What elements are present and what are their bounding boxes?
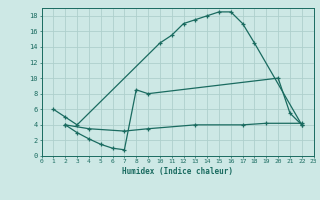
- X-axis label: Humidex (Indice chaleur): Humidex (Indice chaleur): [122, 167, 233, 176]
